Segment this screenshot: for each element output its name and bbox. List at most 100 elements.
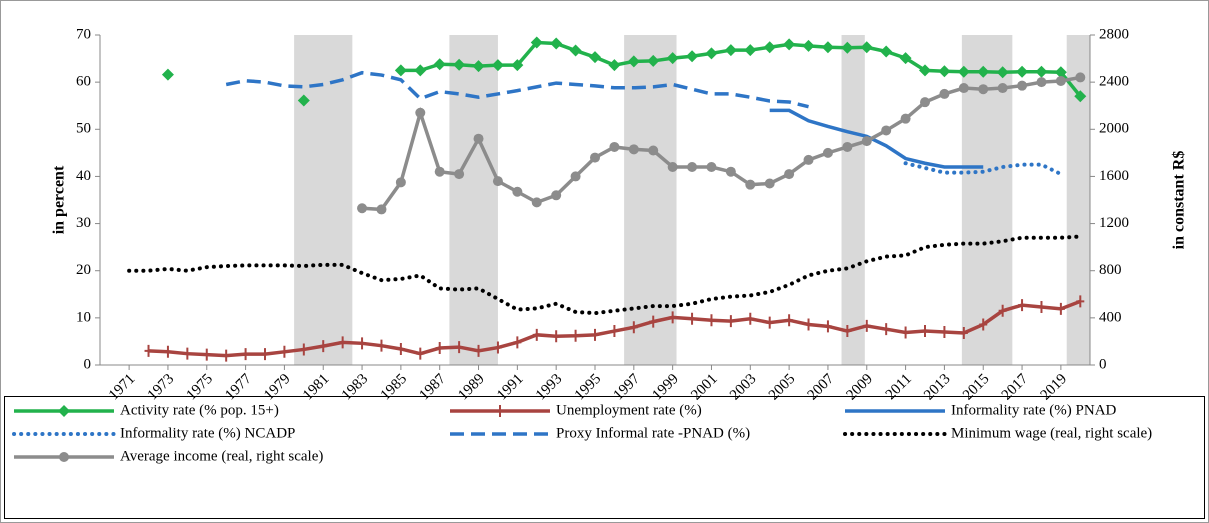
data-point (377, 339, 386, 352)
legend-label: Proxy Informal rate -PNAD (%) (556, 425, 750, 441)
data-point (939, 88, 950, 99)
data-point (978, 84, 989, 95)
shaded-period (1066, 35, 1090, 365)
data-point (550, 37, 563, 50)
shaded-period (841, 35, 865, 365)
data-point (900, 113, 911, 124)
data-point (571, 329, 580, 342)
y2-axis-title: in constant R$ (1171, 151, 1188, 250)
legend-label: Unemployment rate (%) (556, 402, 702, 418)
data-point (511, 59, 524, 72)
data-point (1018, 299, 1027, 312)
data-point (414, 64, 427, 77)
y2-tick-label: 2400 (1099, 74, 1129, 90)
data-point (513, 336, 522, 349)
legend-label: Activity rate (% pop. 15+) (120, 402, 279, 418)
data-point (785, 314, 794, 327)
data-point (862, 319, 871, 332)
data-point (608, 59, 621, 72)
data-point (1075, 72, 1086, 83)
shaded-period (294, 35, 353, 365)
data-point (724, 44, 737, 57)
data-point (668, 311, 677, 324)
data-point (882, 323, 891, 336)
data-point (1056, 302, 1065, 315)
data-point (745, 179, 756, 190)
data-point (493, 341, 502, 354)
data-point (746, 312, 755, 325)
data-point (455, 341, 464, 354)
data-point (434, 166, 445, 177)
data-point (667, 162, 678, 172)
data-point (396, 342, 405, 355)
data-point (861, 136, 872, 147)
data-point (822, 147, 833, 158)
data-point (880, 45, 893, 58)
data-point (938, 65, 951, 78)
data-point (395, 177, 406, 188)
data-point (491, 59, 504, 72)
data-point (744, 44, 757, 57)
y-tick-label: 10 (76, 309, 91, 325)
data-point (532, 328, 541, 341)
data-point (261, 348, 269, 361)
data-point (706, 162, 717, 172)
data-point (1016, 65, 1029, 78)
legend-label: Informality rate (%) NCADP (120, 425, 295, 441)
data-point (551, 190, 562, 201)
data-point (1055, 75, 1066, 86)
data-point (647, 54, 660, 67)
series-line (225, 70, 809, 109)
data-point (919, 64, 931, 77)
data-point (688, 312, 697, 325)
data-point (609, 141, 620, 152)
data-point (648, 145, 659, 156)
data-point (804, 318, 813, 331)
data-point (610, 325, 619, 338)
data-point (552, 330, 561, 343)
series-line (127, 234, 1083, 316)
data-point (473, 133, 484, 144)
data-point (416, 347, 425, 360)
data-point (1076, 295, 1085, 308)
data-point (705, 47, 718, 60)
data-point (319, 340, 328, 353)
data-point (977, 65, 990, 78)
data-point (570, 171, 581, 182)
data-point (958, 83, 969, 94)
data-point (161, 68, 174, 81)
data-point (959, 326, 968, 339)
data-point (996, 66, 1009, 79)
data-point (358, 337, 367, 350)
y-tick-label: 0 (84, 356, 92, 372)
data-point (531, 197, 542, 208)
data-point (569, 44, 582, 57)
data-point (842, 141, 853, 152)
data-point (899, 52, 912, 65)
data-point (920, 97, 930, 108)
y-axis-title: in percent (51, 165, 68, 234)
legend-label: Minimum wage (real, right scale) (951, 425, 1152, 441)
data-point (998, 304, 1007, 317)
data-point (763, 41, 776, 54)
data-point (474, 344, 483, 357)
data-point (841, 41, 854, 54)
data-point (725, 166, 736, 177)
data-point (881, 125, 892, 136)
data-point (144, 344, 153, 357)
data-point (957, 65, 970, 78)
legend-marker (59, 452, 69, 462)
data-point (183, 347, 192, 360)
y-tick-label: 40 (76, 168, 91, 184)
data-point (726, 315, 735, 328)
data-point (589, 51, 601, 64)
data-point (666, 52, 679, 65)
data-point (860, 41, 873, 54)
shaded-period (449, 35, 498, 365)
data-point (629, 321, 638, 334)
data-point (202, 348, 211, 361)
legend-marker (58, 405, 70, 417)
data-point (764, 178, 775, 189)
data-point (921, 325, 929, 338)
